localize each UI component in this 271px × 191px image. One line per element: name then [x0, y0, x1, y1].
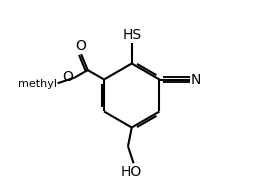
- Text: methyl: methyl: [18, 79, 57, 89]
- Text: HS: HS: [122, 28, 141, 42]
- Text: HO: HO: [120, 165, 141, 179]
- Text: N: N: [191, 73, 201, 87]
- Text: O: O: [75, 39, 86, 53]
- Text: O: O: [63, 70, 74, 84]
